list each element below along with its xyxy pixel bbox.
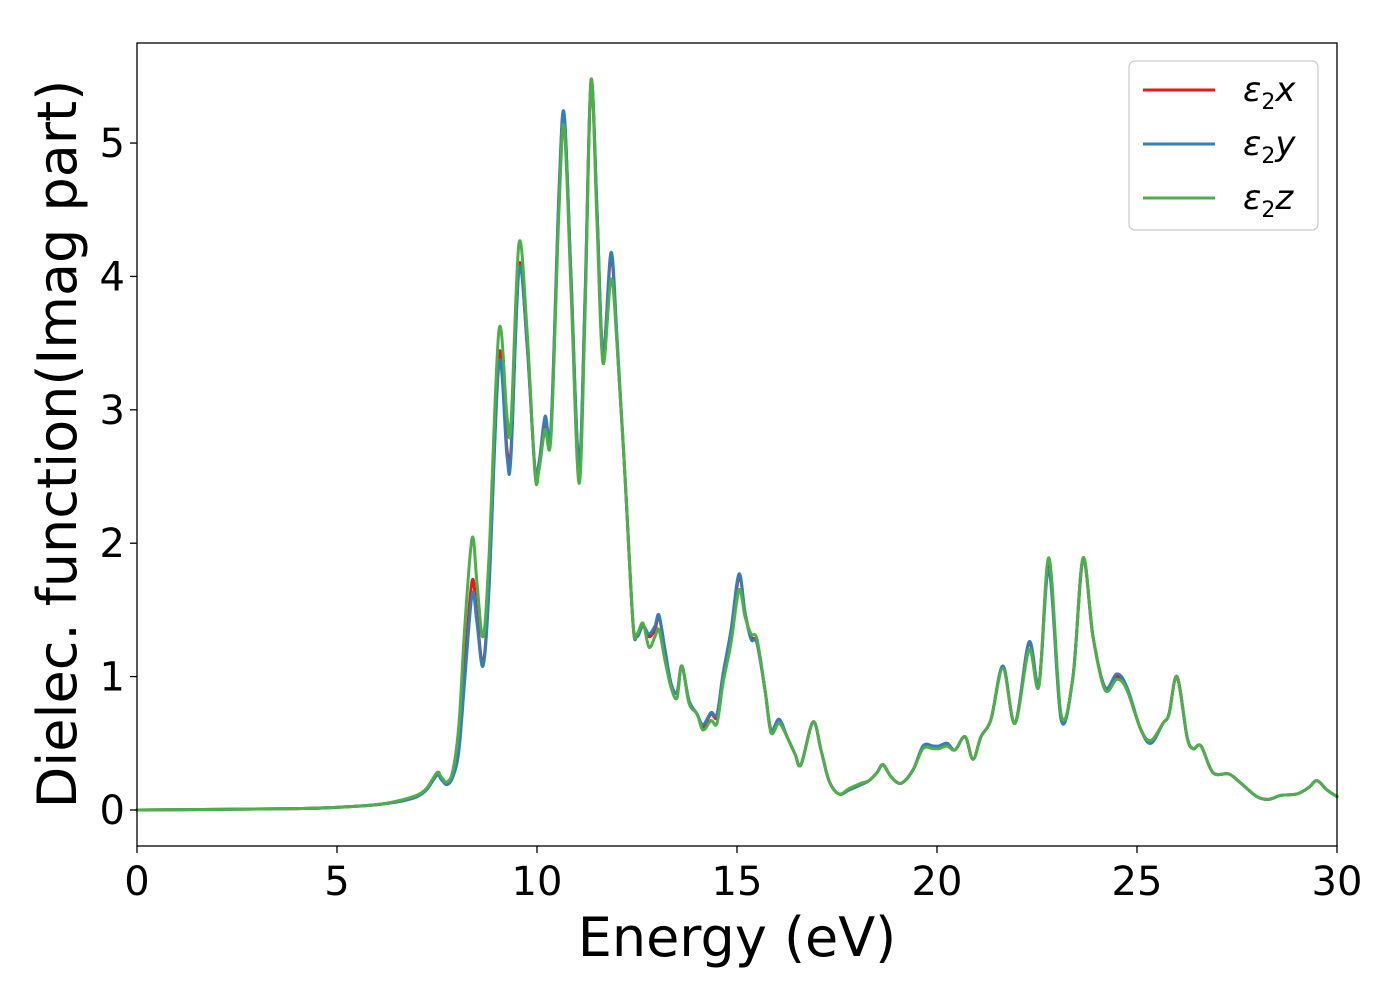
legend-label-x: ε2x	[1243, 70, 1296, 115]
series-line-z	[135, 77, 1339, 812]
y-tick-label: 4	[100, 254, 125, 300]
y-axis-ticks: 0 1 2 3 4 5	[100, 121, 137, 834]
x-tick-label: 30	[1312, 859, 1363, 905]
x-tick-label: 25	[1112, 859, 1163, 905]
y-tick-label: 5	[100, 121, 125, 167]
x-tick-label: 15	[712, 859, 763, 905]
y-tick-label: 2	[100, 521, 125, 567]
y-tick-label: 3	[100, 388, 125, 434]
y-axis-title: Dielec. function(Imag part)	[26, 80, 89, 809]
y-tick-label: 0	[100, 788, 125, 834]
legend-label-y: ε2y	[1243, 124, 1296, 169]
legend: ε2x ε2y ε2z	[1128, 60, 1319, 231]
x-tick-label: 10	[512, 859, 563, 905]
series-lines	[135, 77, 1339, 812]
x-tick-label: 20	[912, 859, 963, 905]
y-tick-label: 1	[100, 655, 125, 701]
x-tick-label: 5	[324, 859, 349, 905]
legend-box	[1128, 60, 1319, 231]
legend-label-z: ε2z	[1243, 178, 1294, 223]
x-tick-label: 0	[124, 859, 149, 905]
x-axis-ticks: 0 5 10 15 20 25 30	[124, 846, 1362, 905]
x-axis-title: Energy (eV)	[578, 906, 897, 969]
